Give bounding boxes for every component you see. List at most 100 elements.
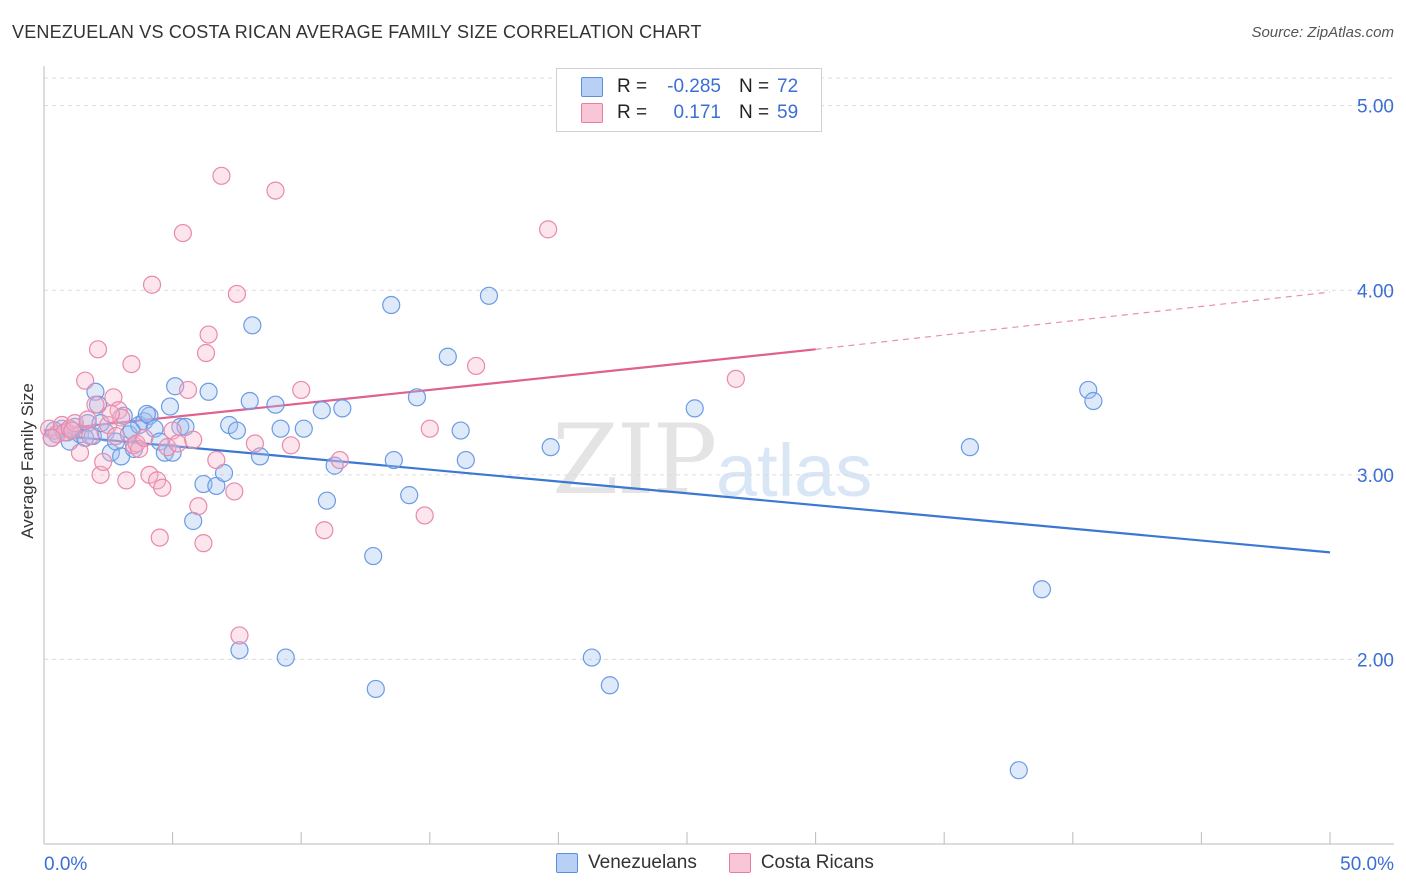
venezuelans-point (384, 450, 403, 470)
r-value: -0.285 (667, 76, 721, 97)
legend-label-venezuelans: Venezuelans (588, 852, 697, 873)
venezuelans-point (333, 399, 352, 418)
costa-ricans-point (189, 497, 208, 516)
costa-ricans-point (225, 482, 244, 501)
r-label: R = (617, 76, 648, 97)
costa-ricans-point (415, 506, 434, 525)
venezuelans-point (1079, 380, 1098, 400)
venezuelans-point (325, 456, 344, 475)
costa-ricans-point (315, 521, 334, 540)
venezuelans-point (582, 648, 601, 667)
venezuelans-point (438, 347, 457, 366)
costa-ricans-point (150, 528, 169, 547)
costa-ricans-point (281, 436, 301, 455)
chart-title: VENEZUELAN VS COSTA RICAN AVERAGE FAMILY… (12, 22, 702, 42)
costa-ricans-point (194, 534, 213, 553)
venezuelans-point (366, 679, 385, 699)
costa-ricans-point (230, 626, 249, 645)
costa-ricans-point (420, 419, 439, 438)
y-axis-label: Average Family Size (18, 383, 37, 539)
axes (43, 66, 1394, 845)
costa-ricans-point (199, 325, 218, 344)
costa-ricans-trend-extension (815, 291, 1331, 350)
venezuelans-point (400, 486, 419, 505)
costa-ricans-point (726, 369, 745, 388)
x-tick-label-right: 50.0% (1340, 854, 1394, 875)
legend-item-costa-ricans[interactable]: Costa Ricans (728, 852, 874, 874)
r-label: R = (617, 102, 648, 123)
costa-ricans-point (168, 434, 187, 453)
venezuelans-point (101, 443, 120, 462)
costa-ricans-point (212, 166, 231, 185)
n-value: 72 (777, 76, 799, 97)
costa-ricans-point (106, 426, 126, 446)
r-value: 0.171 (673, 102, 721, 123)
costa-ricans-point (112, 408, 131, 427)
data-points (40, 166, 1103, 780)
venezuelans-point (407, 388, 427, 407)
costa-ricans-point (539, 220, 558, 239)
costa-ricans-trend-line (43, 348, 816, 432)
costa-ricans-point (466, 356, 486, 376)
costa-ricans-point (330, 450, 349, 470)
venezuelans-point (1032, 580, 1052, 599)
costa-ricans-point (88, 340, 108, 359)
costa-ricans-point (81, 426, 100, 446)
costa-ricans-point (142, 275, 162, 294)
costa-ricans-point (63, 421, 82, 440)
correlation-legend: R = -0.285 N = 72 R = 0.171 N = 59 (556, 68, 822, 132)
venezuelans-point (96, 423, 115, 442)
venezuelans-point (271, 419, 290, 438)
costa-ricans-point (117, 471, 136, 490)
costa-ricans-point (122, 354, 141, 374)
venezuelans-point (312, 401, 331, 420)
n-label: N = (739, 102, 770, 123)
costa-ricans-point (196, 343, 216, 363)
n-label: N = (739, 76, 770, 97)
x-tick-label-left: 0.0% (44, 854, 87, 875)
venezuelans-point (137, 404, 156, 424)
costa-ricans-point (173, 223, 192, 243)
venezuelans-point (364, 546, 383, 566)
watermark-zip: ZIP (552, 404, 717, 516)
trend-lines (43, 291, 1331, 554)
venezuelans-point (382, 295, 401, 315)
venezuelans-point (160, 397, 180, 416)
venezuelans-point (317, 491, 337, 510)
costa-ricans-point (86, 395, 105, 414)
costa-ricans-point (76, 371, 95, 390)
costa-ricans-point (60, 419, 79, 438)
legend-swatch-venezuelans (581, 77, 603, 97)
costa-ricans-point (207, 450, 226, 470)
venezuelans-point (163, 443, 182, 462)
costa-ricans-point (178, 380, 198, 400)
legend-swatch-venezuelans (556, 853, 578, 873)
costa-ricans-point (94, 452, 113, 472)
venezuelans-point (541, 438, 560, 457)
legend-label-costa-ricans: Costa Ricans (760, 852, 874, 873)
costa-ricans-point (70, 443, 90, 462)
venezuelans-point (266, 395, 285, 414)
venezuelans-trend-line (43, 433, 1331, 554)
costa-ricans-point (292, 380, 311, 400)
costa-ricans-point (130, 439, 149, 459)
legend-swatch-costa-ricans (728, 853, 751, 873)
legend-item-venezuelans[interactable]: Venezuelans (556, 852, 697, 874)
y-tick-label: 3.00 (1357, 466, 1394, 487)
venezuelans-point (227, 421, 246, 440)
costa-ricans-point (245, 434, 265, 453)
venezuelans-point (1009, 761, 1028, 780)
grid (44, 77, 1394, 660)
venezuelans-point (243, 316, 262, 335)
costa-ricans-point (158, 438, 177, 457)
venezuelans-point (240, 391, 259, 411)
venezuelans-point (685, 399, 704, 418)
y-tick-label: 2.00 (1357, 650, 1394, 671)
venezuelans-point (294, 419, 313, 438)
y-tick-label: 5.00 (1357, 97, 1394, 118)
costa-ricans-point (266, 181, 285, 200)
y-tick-label: 4.00 (1357, 281, 1394, 302)
venezuelans-point (276, 648, 295, 667)
venezuelans-point (451, 421, 470, 440)
venezuelans-point (456, 450, 475, 470)
